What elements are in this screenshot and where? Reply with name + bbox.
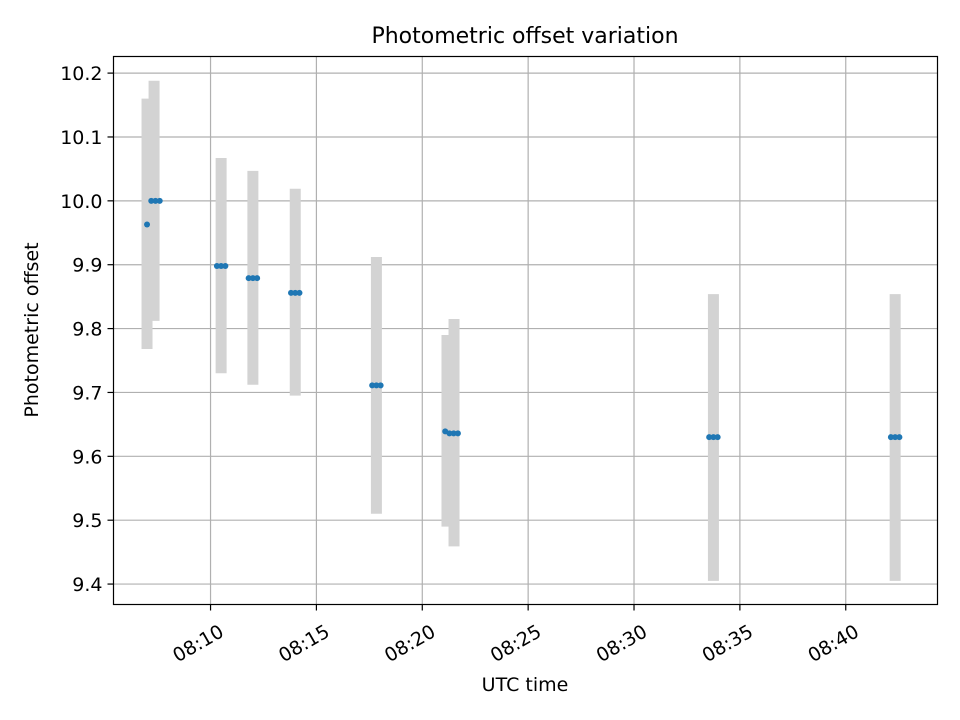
data-point bbox=[213, 262, 220, 269]
y-axis-label: Photometric offset bbox=[21, 242, 43, 417]
data-point bbox=[152, 197, 159, 204]
data-point bbox=[896, 434, 903, 441]
data-point bbox=[892, 434, 899, 441]
x-tick-label: 08:40 bbox=[804, 621, 862, 667]
y-tick-label: 9.8 bbox=[72, 319, 102, 341]
error-bars bbox=[141, 80, 901, 581]
data-point bbox=[218, 262, 225, 269]
data-point bbox=[292, 289, 299, 296]
data-point bbox=[249, 275, 256, 282]
data-point bbox=[296, 289, 303, 296]
data-point bbox=[222, 262, 229, 269]
axis-ticks: 08:10 08:15 08:20 08:25 08:30 08:35 08:40 9.4 9.… bbox=[60, 63, 863, 667]
data-point bbox=[144, 221, 151, 228]
y-tick-label: 9.9 bbox=[72, 255, 102, 277]
y-tick-label: 9.7 bbox=[72, 382, 102, 404]
data-point bbox=[245, 275, 252, 282]
y-tick-label: 9.4 bbox=[72, 574, 102, 596]
chart-title: Photometric offset variation bbox=[371, 24, 678, 49]
x-tick-label: 08:10 bbox=[169, 621, 227, 667]
x-axis-label: UTC time bbox=[482, 674, 569, 696]
data-point bbox=[254, 275, 261, 282]
y-tick-label: 10.2 bbox=[60, 63, 102, 85]
y-tick-label: 10.1 bbox=[60, 127, 102, 149]
data-point bbox=[887, 434, 894, 441]
x-tick-label: 08:15 bbox=[275, 621, 333, 667]
data-point bbox=[446, 430, 453, 437]
data-point bbox=[369, 382, 376, 389]
data-point bbox=[454, 430, 461, 437]
x-tick-label: 08:30 bbox=[593, 621, 651, 667]
grid-lines bbox=[113, 56, 938, 605]
data-point bbox=[377, 382, 384, 389]
data-point bbox=[714, 434, 721, 441]
data-point bbox=[373, 382, 380, 389]
x-tick-label: 08:20 bbox=[381, 621, 439, 667]
data-points bbox=[144, 197, 903, 441]
y-tick-label: 10.0 bbox=[60, 191, 102, 213]
data-point bbox=[148, 197, 155, 204]
x-tick-label: 08:25 bbox=[487, 621, 545, 667]
data-point bbox=[710, 434, 717, 441]
data-point bbox=[450, 430, 457, 437]
data-point bbox=[706, 434, 713, 441]
plot-frame bbox=[112, 55, 939, 606]
x-tick-label: 08:35 bbox=[699, 621, 757, 667]
y-tick-label: 9.6 bbox=[72, 446, 102, 468]
data-point bbox=[288, 289, 295, 296]
data-point bbox=[156, 197, 163, 204]
y-tick-label: 9.5 bbox=[72, 510, 102, 532]
